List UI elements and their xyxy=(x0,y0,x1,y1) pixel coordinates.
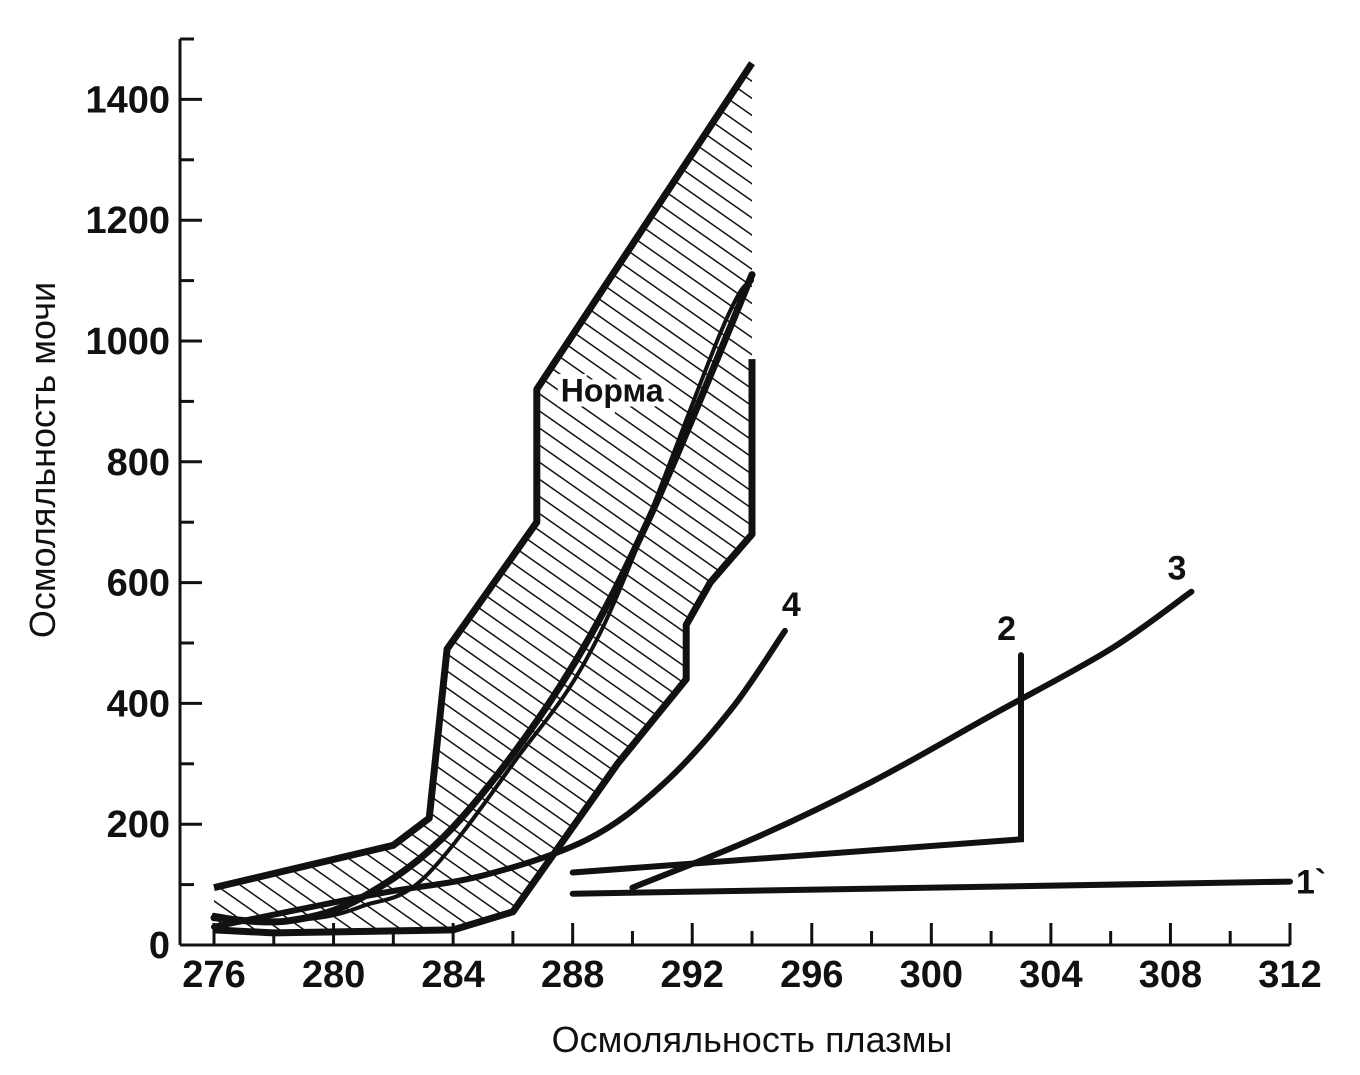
normal-band: Норма xyxy=(210,61,756,937)
y-tick-label: 400 xyxy=(107,683,170,725)
normal-band-lower-edge xyxy=(213,359,756,937)
y-tick-label: 0 xyxy=(149,925,170,967)
series-label-2: 2 xyxy=(997,610,1016,648)
y-tick-label: 600 xyxy=(107,563,170,605)
series-label-4: 4 xyxy=(782,586,801,624)
x-tick-label: 292 xyxy=(661,954,724,996)
y-tick-label: 1000 xyxy=(85,321,170,363)
x-tick-label: 312 xyxy=(1258,954,1321,996)
x-tick-label: 276 xyxy=(182,954,245,996)
axes xyxy=(178,39,1290,947)
x-tick-label: 284 xyxy=(421,954,484,996)
series-label-3: 3 xyxy=(1167,550,1186,588)
series-line-3 xyxy=(629,588,1195,891)
y-axis-title: Осмоляльность мочи xyxy=(22,282,63,638)
x-tick-label: 296 xyxy=(780,954,843,996)
y-tick-label: 200 xyxy=(107,804,170,846)
normal-band-label: Норма xyxy=(561,372,664,408)
x-tick-label: 288 xyxy=(541,954,604,996)
x-tick-label: 304 xyxy=(1019,954,1082,996)
normal-band-inner-line xyxy=(212,278,754,923)
x-tick-label: 308 xyxy=(1139,954,1202,996)
series-label-1: 1` xyxy=(1296,864,1326,902)
x-axis-title: Осмоляльность плазмы xyxy=(552,1019,953,1060)
y-tick-label: 800 xyxy=(107,442,170,484)
series-line-2 xyxy=(569,652,1024,876)
x-tick-label: 280 xyxy=(302,954,365,996)
y-tick-label: 1200 xyxy=(85,200,170,242)
y-tick-label: 1400 xyxy=(85,79,170,121)
x-tick-label: 300 xyxy=(900,954,963,996)
series-line-1 xyxy=(569,878,1293,897)
normal-band-area xyxy=(214,63,752,933)
ticks: 0 200 400 600 800 1000 1200 1400 276 280 284 288 292… xyxy=(85,37,1322,996)
series-layer: 1` 2 3 4 xyxy=(211,550,1326,930)
normal-band-upper-edge xyxy=(213,61,755,892)
series-line-4 xyxy=(211,627,788,930)
